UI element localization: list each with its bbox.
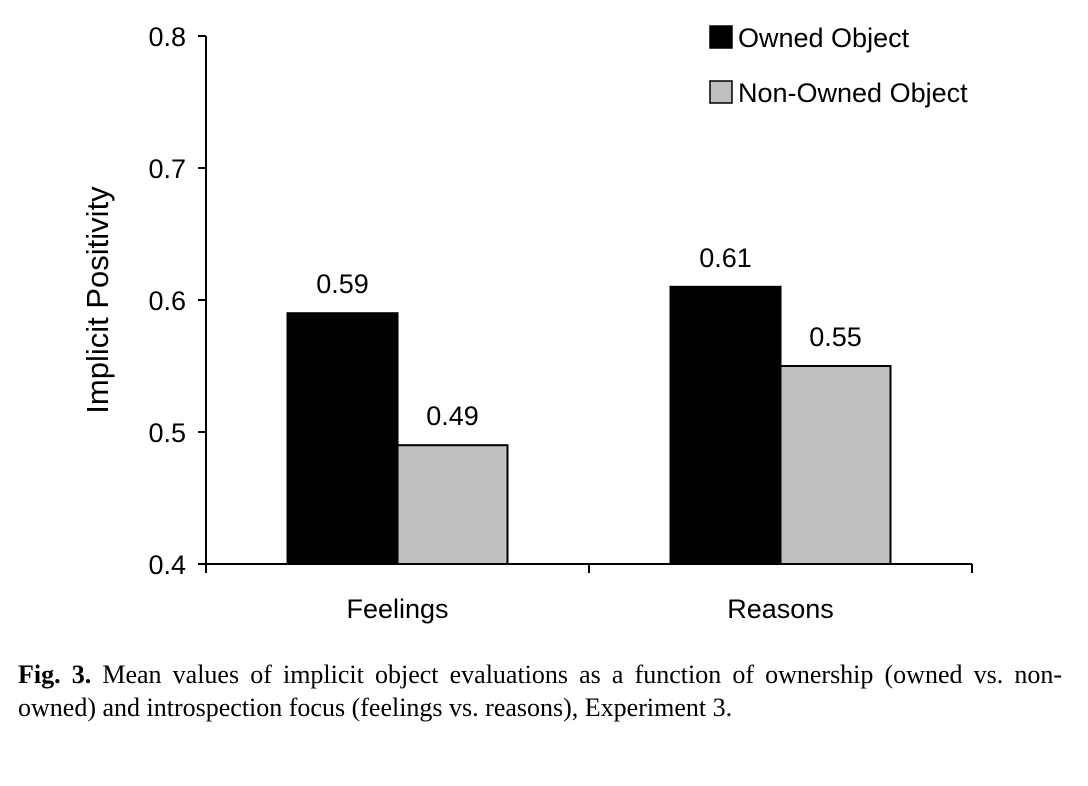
category-label: Feelings — [346, 594, 448, 624]
figure-label: Fig. 3. — [18, 660, 92, 689]
legend-label: Owned Object — [738, 23, 910, 53]
legend: Owned Object Non-Owned Object — [709, 23, 968, 108]
y-tick-label: 0.6 — [148, 286, 186, 316]
bar-chart: 0.4 0.5 0.6 0.7 0.8 Feelings Reasons 0.59 0.49… — [80, 22, 973, 624]
data-label: 0.55 — [809, 322, 862, 352]
bar — [286, 312, 399, 566]
bars — [286, 285, 892, 566]
y-tick-label: 0.8 — [148, 22, 186, 52]
y-tick-label: 0.7 — [148, 154, 186, 184]
category-label: Reasons — [727, 594, 834, 624]
legend-label: Non-Owned Object — [738, 78, 968, 108]
bar — [396, 444, 509, 566]
y-axis-title: Implicit Positivity — [80, 186, 115, 414]
caption-text: Mean values of implicit object evaluatio… — [18, 660, 1063, 722]
y-tick-label: 0.5 — [148, 418, 186, 448]
data-label: 0.59 — [316, 269, 369, 299]
y-axis: 0.4 0.5 0.6 0.7 0.8 — [148, 22, 207, 580]
legend-swatch — [709, 80, 733, 104]
data-labels: 0.59 0.49 0.61 0.55 — [316, 243, 862, 431]
x-axis: Feelings Reasons — [205, 563, 973, 624]
data-label: 0.61 — [699, 243, 752, 273]
figure-caption: Fig. 3. Mean values of implicit object e… — [18, 658, 1062, 724]
y-tick-label: 0.4 — [148, 550, 186, 580]
data-label: 0.49 — [426, 401, 479, 431]
bar — [669, 285, 782, 565]
bar — [779, 365, 892, 565]
legend-swatch — [709, 25, 733, 49]
